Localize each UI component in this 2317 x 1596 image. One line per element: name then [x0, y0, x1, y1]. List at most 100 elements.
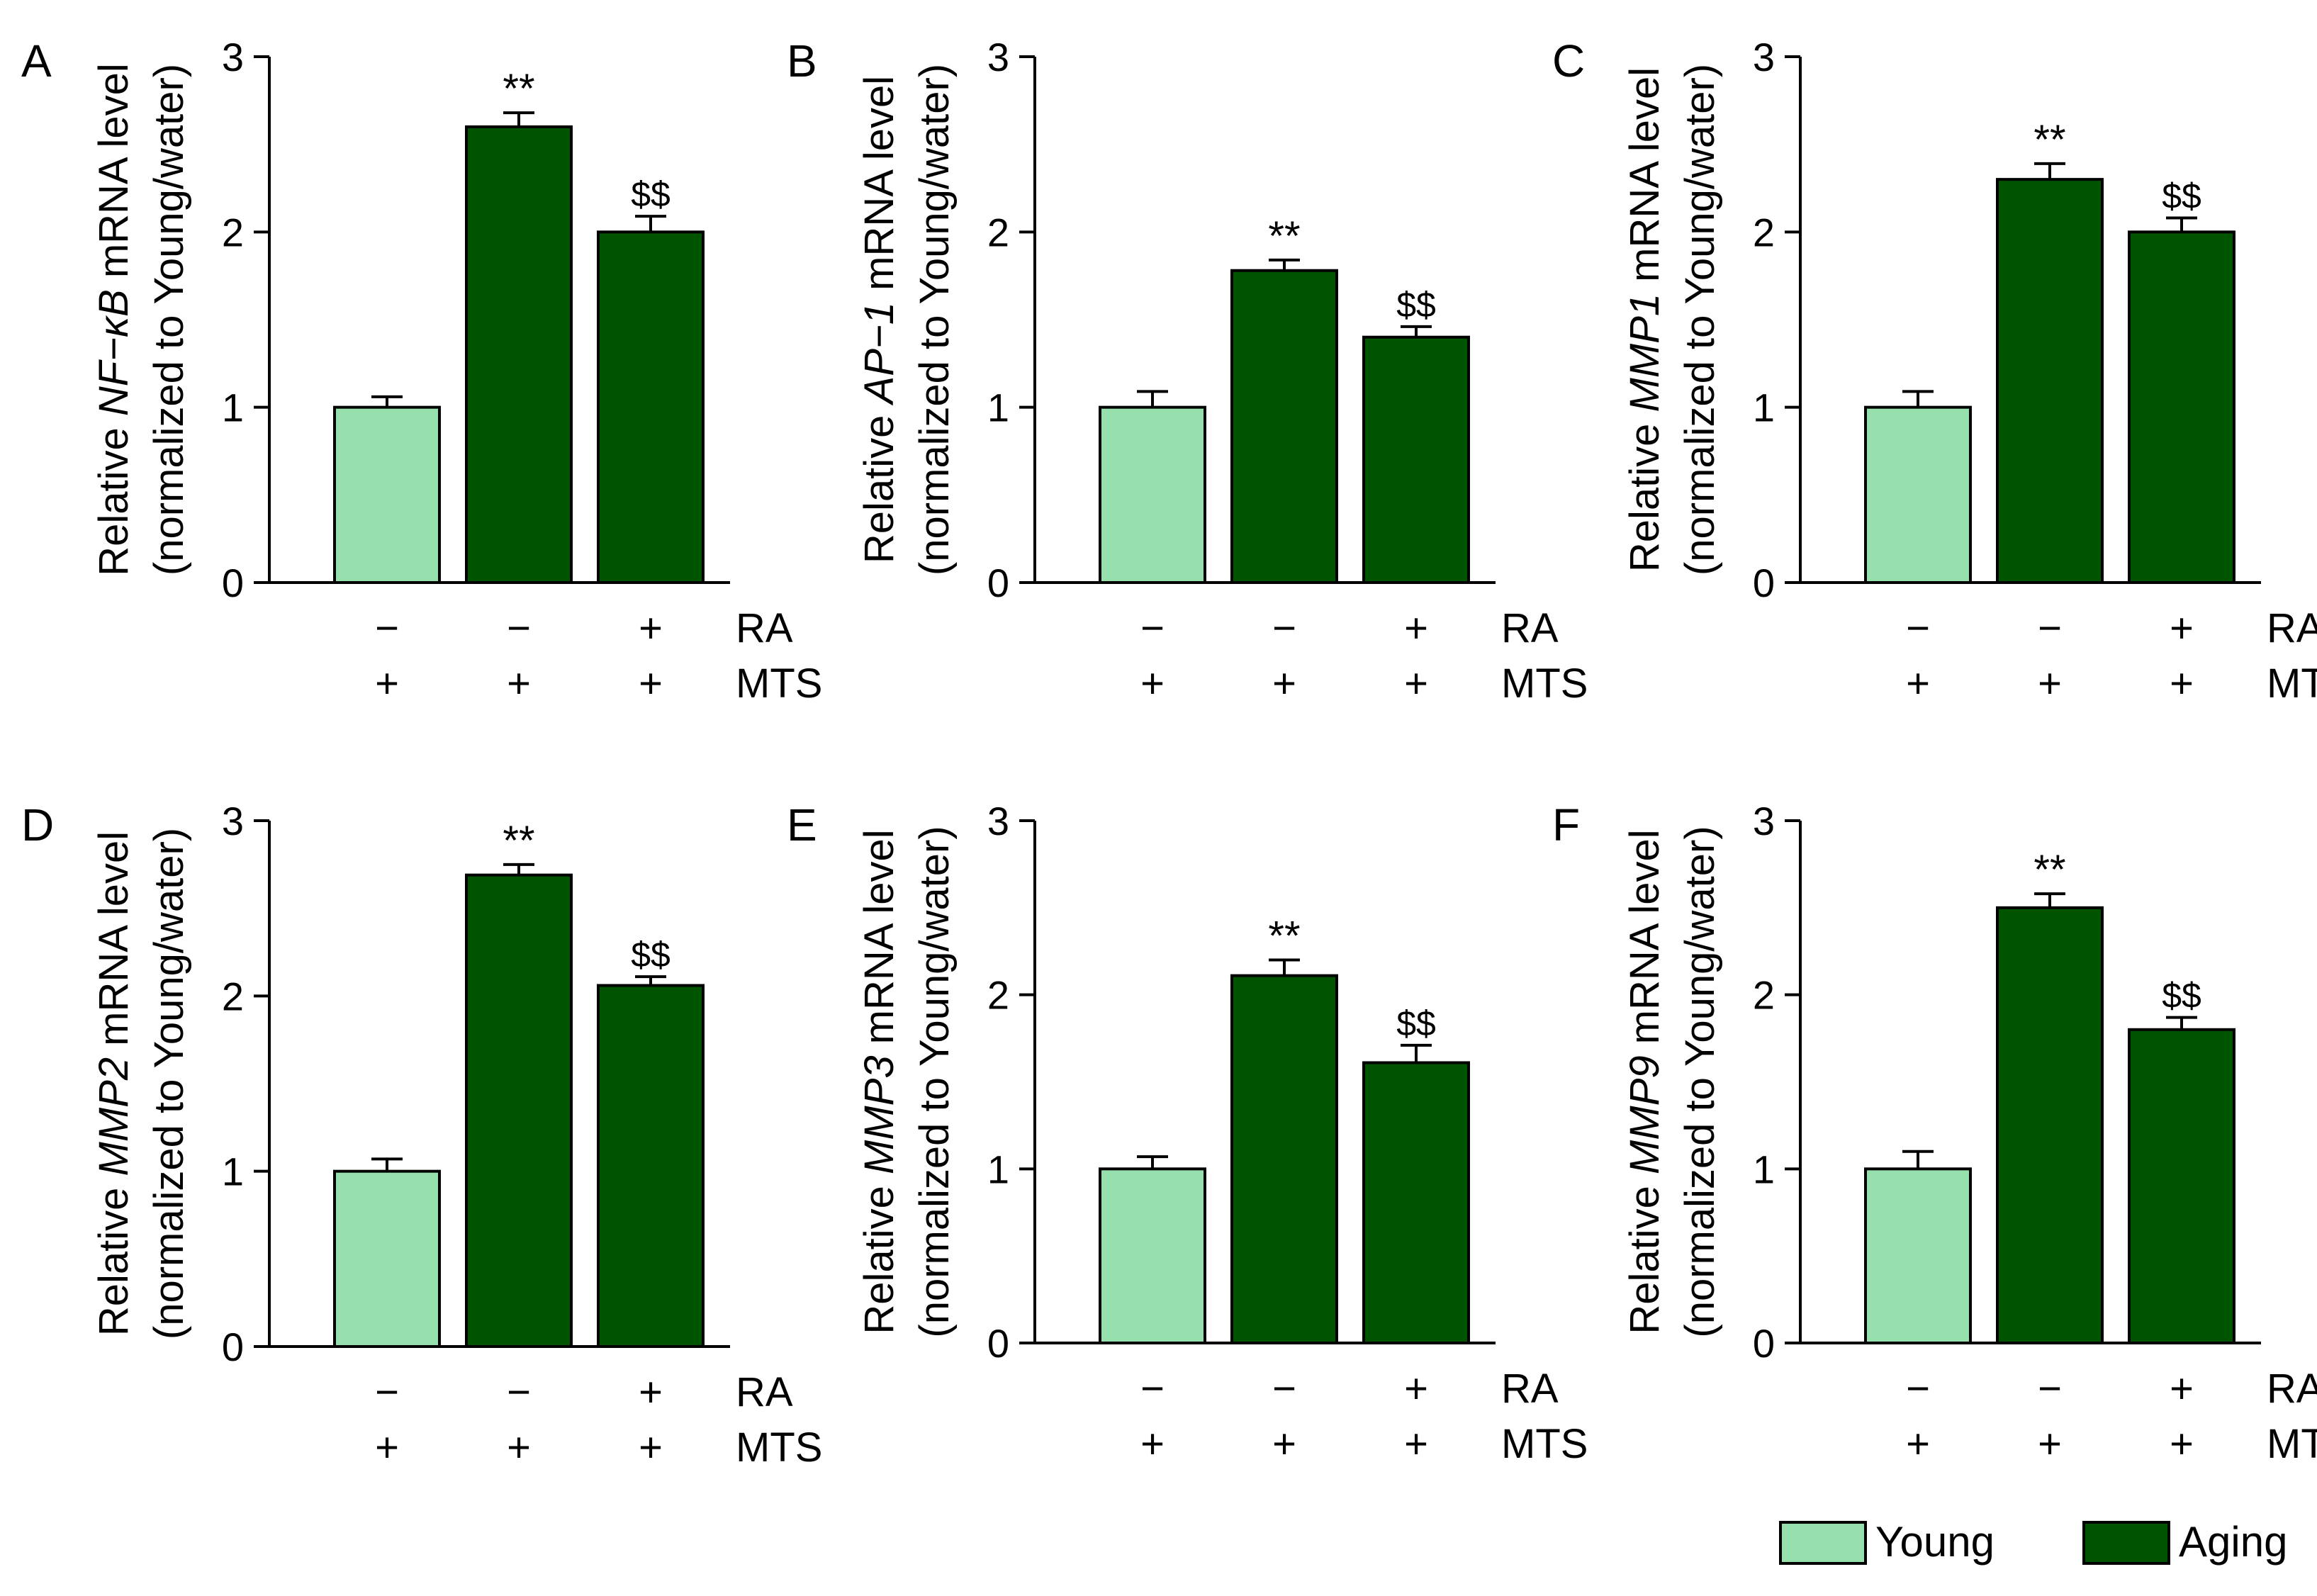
y-tick-label: 1	[987, 1147, 1009, 1191]
mts-sign: +	[639, 661, 663, 707]
ra-sign: −	[507, 1369, 531, 1415]
mts-sign: +	[2038, 1421, 2062, 1467]
bar-aging	[597, 230, 705, 584]
row-label-mts: MTS	[1501, 661, 1588, 707]
y-tick-label: 1	[1753, 386, 1775, 430]
mts-sign: +	[2038, 661, 2062, 707]
ra-significance-marker: $$	[2162, 976, 2201, 1016]
y-tick-label: 0	[987, 1321, 1009, 1366]
y-axis-label-prefix: Relative	[91, 1176, 137, 1337]
legend-swatch-aging	[2082, 1521, 2170, 1565]
y-axis-label-prefix: Relative	[91, 416, 137, 576]
mts-sign: +	[639, 1424, 663, 1471]
legend: Young Aging	[1779, 1518, 2287, 1566]
y-axis-label-suffix: mRNA level	[856, 829, 902, 1055]
bar-aging	[1362, 335, 1470, 584]
panel-label: D	[21, 799, 54, 850]
y-tick-label: 2	[222, 974, 244, 1018]
bar-young	[1099, 1167, 1206, 1345]
row-label-ra: RA	[2267, 1366, 2317, 1412]
panel-label: B	[787, 35, 817, 86]
bar-young	[1099, 405, 1206, 585]
legend-swatch-young	[1779, 1521, 1867, 1565]
panel-a: A 0 1 2 3 Relative NF−κB mRNA level (normalize…	[21, 35, 822, 707]
y-tick-label: 1	[222, 386, 244, 430]
row-label-ra: RA	[2267, 605, 2317, 651]
y-tick-label: 2	[222, 210, 244, 254]
significance-marker: **	[503, 66, 534, 112]
y-axis-label-line2: (normalized to Young/water)	[1677, 64, 1723, 575]
panel-label: E	[787, 799, 817, 850]
ra-significance-marker: $$	[631, 174, 671, 214]
significance-marker: **	[1268, 213, 1300, 259]
ra-significance-marker: $$	[1396, 285, 1436, 325]
ra-sign: −	[1272, 605, 1296, 651]
y-axis-label: Relative MMP1 mRNA level	[1622, 67, 1668, 572]
bar-aging	[465, 873, 573, 1348]
bar-young	[1864, 405, 1972, 585]
row-label-mts: MTS	[736, 1424, 822, 1471]
y-axis-label-suffix: mRNA level	[856, 76, 902, 302]
y-axis-label-prefix: Relative	[1622, 1174, 1668, 1334]
y-tick-label: 3	[1753, 799, 1775, 843]
ra-sign: −	[1272, 1366, 1296, 1412]
mts-sign: +	[1140, 661, 1165, 707]
panel-label: C	[1552, 35, 1585, 86]
ra-sign: −	[2038, 605, 2062, 651]
significance-marker: **	[503, 818, 534, 864]
panel-b: B 0 1 2 3 Relative AP−1 mRNA level (normalized…	[787, 35, 1588, 707]
row-label-mts: MTS	[2267, 661, 2317, 707]
legend-label-aging: Aging	[2179, 1518, 2287, 1566]
ra-sign: +	[2170, 605, 2194, 651]
ra-sign: −	[1906, 1366, 1930, 1412]
y-axis-label-gene: MMP1	[1622, 293, 1668, 412]
ra-sign: +	[2170, 1366, 2194, 1412]
panel-label: A	[21, 35, 52, 86]
significance-marker: **	[2033, 117, 2065, 163]
ra-sign: −	[1140, 1366, 1165, 1412]
panel-d: D 0 1 2 3 Relative MMP2 mRNA level (normalized…	[21, 799, 822, 1471]
y-axis-label-gene: MMP9	[1622, 1055, 1668, 1174]
y-axis-label-line2: (normalized to Young/water)	[1677, 826, 1723, 1337]
mts-sign: +	[1272, 1421, 1296, 1467]
ra-sign: −	[1140, 605, 1165, 651]
bar-young	[333, 405, 441, 585]
ra-significance-marker: $$	[2162, 176, 2201, 216]
ra-sign: −	[1906, 605, 1930, 651]
y-tick-label: 1	[222, 1150, 244, 1194]
y-axis-label: Relative NF−κB mRNA level	[91, 63, 137, 576]
y-axis-label-line2: (normalized to Young/water)	[911, 826, 958, 1337]
y-axis-label-gene: MMP2	[91, 1057, 137, 1176]
y-axis-label-suffix: mRNA level	[91, 63, 137, 289]
y-axis-label-prefix: Relative	[856, 403, 902, 563]
mts-sign: +	[2170, 661, 2194, 707]
row-label-ra: RA	[736, 605, 793, 651]
bar-aging	[1996, 178, 2104, 584]
y-tick-label: 0	[1753, 561, 1775, 605]
panel-f: F 0 1 2 3 Relative MMP9 mRNA level (normalized…	[1552, 799, 2317, 1467]
y-tick-label: 3	[222, 35, 244, 79]
ra-sign: +	[1404, 1366, 1428, 1412]
mts-sign: +	[1906, 1421, 1930, 1467]
y-axis-label-line2: (normalized to Young/water)	[911, 64, 958, 575]
mts-sign: +	[1404, 1421, 1428, 1467]
bar-young	[333, 1169, 441, 1348]
y-axis-label-suffix: mRNA level	[1622, 67, 1668, 293]
row-label-mts: MTS	[2267, 1421, 2317, 1467]
y-axis-label-gene: NF−κB	[91, 289, 137, 416]
ra-sign: +	[639, 605, 663, 651]
mts-sign: +	[1906, 661, 1930, 707]
y-tick-label: 2	[1753, 210, 1775, 254]
row-label-ra: RA	[1501, 605, 1559, 651]
mts-sign: +	[2170, 1421, 2194, 1467]
y-tick-label: 3	[987, 35, 1009, 79]
y-axis-label-line2: (normalized to Young/water)	[146, 64, 192, 575]
y-tick-label: 0	[1753, 1321, 1775, 1366]
ra-sign: +	[639, 1369, 663, 1415]
y-axis-label-gene: AP−1	[856, 302, 902, 406]
y-tick-label: 0	[987, 561, 1009, 605]
bar-aging	[465, 125, 573, 584]
row-label-ra: RA	[736, 1369, 793, 1415]
y-axis-label-suffix: mRNA level	[1622, 829, 1668, 1055]
